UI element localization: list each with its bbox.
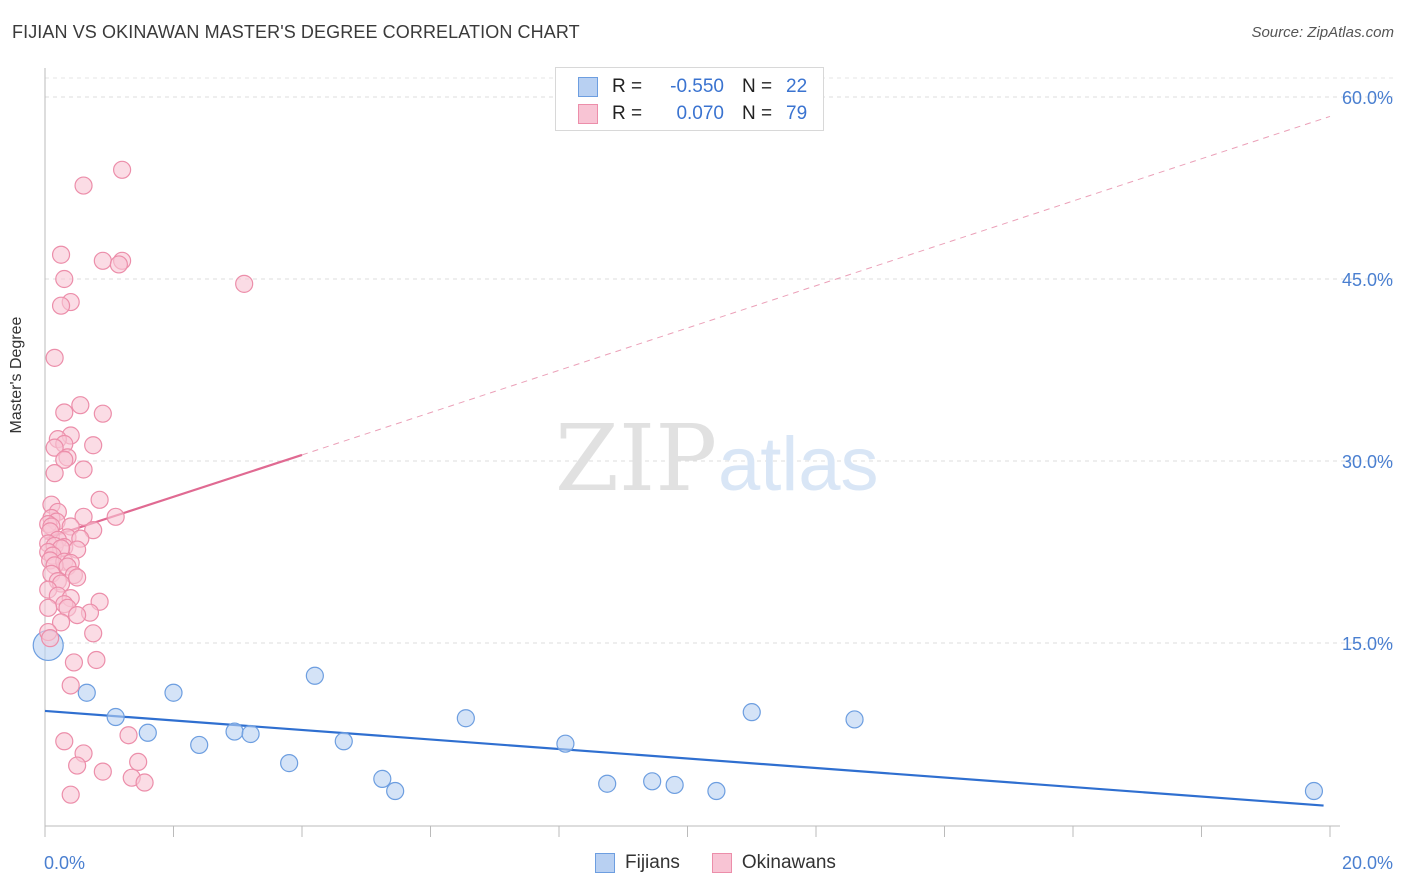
legend-n-value-fijians: 22 (786, 76, 808, 97)
point-okinawans (61, 785, 80, 804)
legend-r-label: R = (612, 103, 643, 124)
point-fijians (138, 723, 157, 742)
point-fijians (225, 722, 244, 741)
tick-labels: 15.0% 30.0% 45.0% 60.0% 0.0% 20.0% (44, 88, 1393, 873)
point-fijians (1304, 781, 1324, 801)
y-tick-label: 15.0% (1342, 634, 1393, 654)
point-okinawans (84, 436, 103, 455)
series-legend: Fijians Okinawans (595, 852, 868, 874)
point-fijians (373, 769, 392, 788)
point-okinawans (41, 629, 60, 648)
grid-lines (45, 77, 1395, 644)
point-fijians (280, 754, 299, 773)
watermark-zip: ZIP (555, 405, 717, 512)
point-okinawans (68, 568, 87, 587)
point-fijians (241, 724, 260, 744)
y-axis-title: Master's Degree (8, 316, 25, 434)
trend-line-fijians (44, 709, 1324, 807)
point-okinawans (84, 624, 103, 643)
point-okinawans (55, 450, 74, 469)
point-okinawans (90, 490, 109, 509)
point-okinawans (135, 773, 154, 792)
legend-r-label: R = (612, 76, 643, 97)
stats-legend: R = -0.550 N = 22 R = 0.070 N = 79 (555, 67, 824, 131)
point-okinawans (68, 605, 87, 625)
series-label-fijians: Fijians (625, 852, 680, 873)
point-okinawans (93, 762, 112, 781)
y-axis-title-wrap: Master's Degree (8, 295, 26, 455)
legend-n-label: N = (742, 103, 773, 124)
point-okinawans (55, 732, 74, 751)
source-label: Source: ZipAtlas.com (1251, 24, 1394, 41)
point-okinawans (235, 274, 254, 293)
point-fijians (643, 772, 662, 791)
series-swatch-okinawans (711, 853, 732, 873)
point-okinawans (51, 296, 71, 315)
point-fijians (77, 683, 96, 702)
point-fijians (456, 709, 475, 728)
point-okinawans (71, 396, 90, 415)
point-fijians (334, 732, 353, 751)
point-fijians (707, 781, 726, 801)
point-okinawans (64, 653, 84, 672)
legend-n-value-okinawans: 79 (786, 103, 808, 124)
y-tick-label: 60.0% (1342, 88, 1393, 108)
point-fijians (305, 666, 324, 685)
legend-row-okinawans: R = 0.070 N = 79 (578, 101, 807, 127)
point-okinawans (68, 756, 87, 775)
legend-r-value-fijians: -0.550 (670, 76, 724, 97)
watermark: ZIP atlas (555, 405, 879, 512)
series-legend-okinawans[interactable]: Okinawans (711, 852, 836, 874)
legend-swatch-okinawans (578, 104, 598, 124)
point-fijians (665, 775, 684, 795)
point-fijians (742, 703, 761, 722)
point-okinawans (84, 521, 103, 540)
y-tick-label: 30.0% (1342, 452, 1393, 472)
point-okinawans (93, 251, 112, 270)
legend-swatch-fijians (578, 77, 598, 97)
point-okinawans (55, 269, 74, 289)
series-legend-fijians[interactable]: Fijians (595, 852, 680, 874)
point-fijians (386, 781, 405, 801)
point-okinawans (45, 438, 64, 457)
point-okinawans (93, 404, 112, 423)
watermark-atlas: atlas (718, 422, 879, 507)
point-okinawans (129, 752, 148, 772)
point-okinawans (61, 676, 80, 695)
point-okinawans (74, 176, 93, 195)
point-okinawans (106, 507, 125, 526)
legend-n-label: N = (742, 76, 773, 97)
series-swatch-fijians (595, 853, 615, 873)
point-okinawans (74, 507, 93, 526)
point-okinawans (87, 650, 106, 670)
series-label-okinawans: Okinawans (741, 852, 836, 873)
point-fijians (164, 683, 183, 702)
chart-title: FIJIAN VS OKINAWAN MASTER'S DEGREE CORRE… (12, 22, 580, 42)
point-okinawans (51, 245, 71, 264)
point-fijians (106, 707, 125, 727)
legend-row-fijians: R = -0.550 N = 22 (578, 74, 807, 100)
x-tick-label: 20.0% (1342, 853, 1393, 873)
point-okinawans (119, 726, 138, 745)
axes (44, 68, 1340, 837)
x-tick-label: 0.0% (44, 853, 85, 873)
point-okinawans (112, 160, 132, 179)
point-fijians (598, 774, 617, 793)
point-okinawans (55, 403, 74, 422)
y-tick-label: 45.0% (1342, 270, 1393, 290)
point-okinawans (45, 348, 64, 367)
point-fijians (190, 735, 209, 755)
legend-r-value-okinawans: 0.070 (676, 103, 724, 124)
trend-extension-okinawans (301, 115, 1331, 456)
point-okinawans (74, 460, 93, 479)
point-okinawans (109, 255, 128, 274)
point-fijians (556, 734, 575, 753)
data-points (32, 160, 1324, 804)
point-okinawans (51, 613, 71, 632)
point-okinawans (45, 464, 64, 483)
point-okinawans (39, 598, 58, 617)
point-fijians (845, 710, 864, 729)
